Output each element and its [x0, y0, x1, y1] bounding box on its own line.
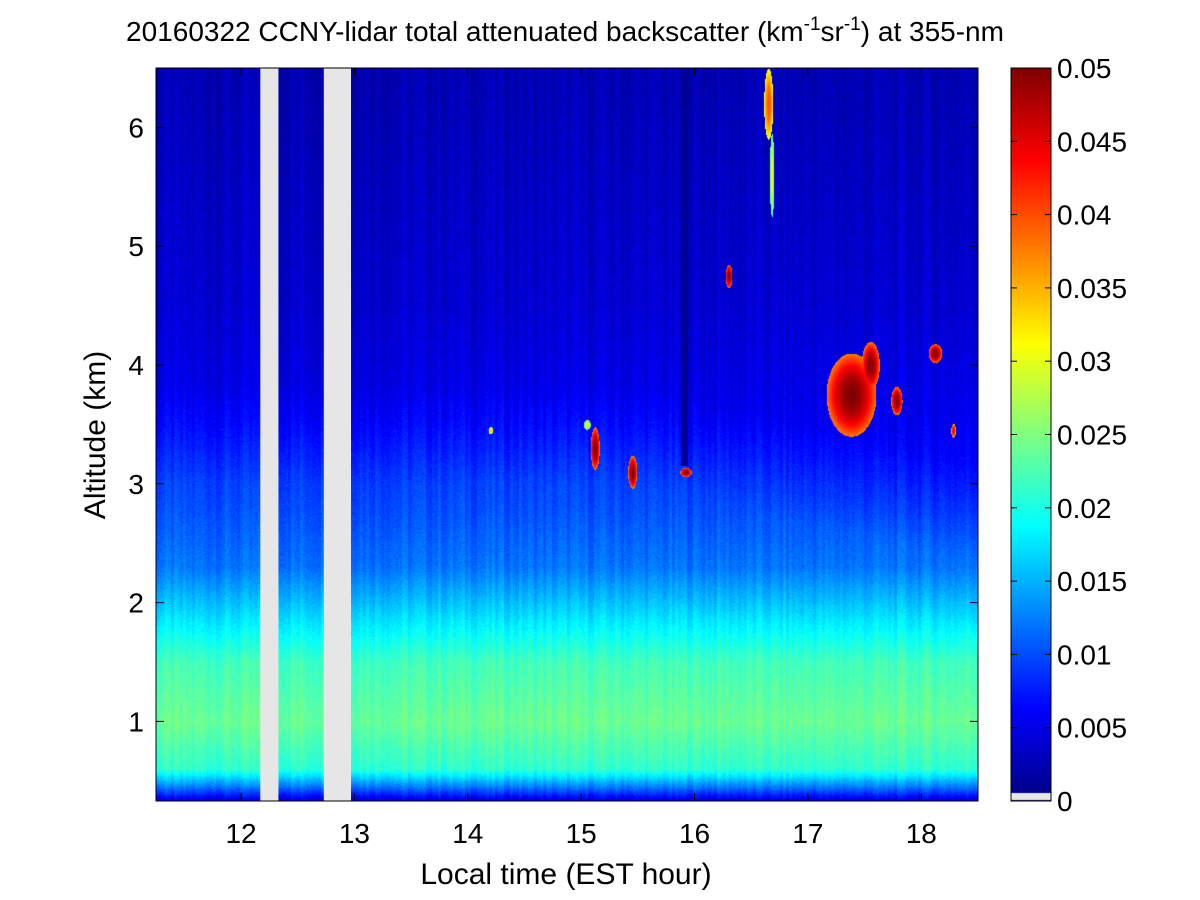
y-tick-label: 5: [128, 231, 144, 262]
x-axis-label: Local time (EST hour): [420, 858, 711, 891]
colorbar: 0 0.005 0.01 0.015 0.02 0.025 0.03 0.035 0.04 0.0…: [1010, 53, 1127, 817]
colorbar-tick-label: 0.035: [1057, 273, 1127, 304]
y-axis-label: Altitude (km): [79, 351, 112, 519]
title-suffix: ) at 355-nm: [861, 16, 1004, 47]
title-prefix: 20160322 CCNY-lidar total attenuated bac…: [126, 16, 804, 47]
y-tick-label: 4: [128, 350, 144, 381]
x-tick-label: 12: [225, 818, 256, 849]
colorbar-tick-label: 0.05: [1057, 53, 1112, 84]
colorbar-tick-label: 0.04: [1057, 200, 1112, 231]
colorbar-tick-label: 0.005: [1057, 713, 1127, 744]
colorbar-tick-label: 0.02: [1057, 493, 1112, 524]
colorbar-gradient: [1011, 68, 1051, 801]
colorbar-ticks: 0 0.005 0.01 0.015 0.02 0.025 0.03 0.035 0.04 0.0…: [1011, 53, 1127, 817]
title-mid: sr: [821, 16, 844, 47]
x-tick-label: 18: [906, 818, 937, 849]
plot-frame: [155, 67, 979, 802]
title-sup2: -1: [844, 14, 861, 35]
data-gap-1: [260, 68, 279, 801]
y-axis: 1 2 3 4 5 6: [128, 112, 978, 737]
x-tick-label: 17: [792, 818, 823, 849]
colorbar-tick-label: 0: [1057, 786, 1073, 817]
x-tick-label: 13: [339, 818, 370, 849]
y-tick-label: 2: [128, 588, 144, 619]
x-tick-label: 15: [566, 818, 597, 849]
title-sup1: -1: [804, 14, 821, 35]
colorbar-tick-label: 0.01: [1057, 639, 1112, 670]
x-tick-label: 14: [452, 818, 483, 849]
chart-title: 20160322 CCNY-lidar total attenuated bac…: [126, 14, 1004, 47]
colorbar-tick-label: 0.015: [1057, 566, 1127, 597]
heatmap-image: [156, 68, 978, 801]
y-tick-label: 1: [128, 706, 144, 737]
data-gap-layer: [260, 68, 352, 801]
colorbar-tick-label: 0.03: [1057, 346, 1112, 377]
x-axis: 12 13 14 15 16 17 18: [225, 68, 937, 849]
y-tick-label: 6: [128, 112, 144, 143]
data-gap-2: [323, 68, 352, 801]
colorbar-tick-label: 0.045: [1057, 126, 1127, 157]
plot-area: [156, 68, 978, 801]
y-tick-label: 3: [128, 469, 144, 500]
x-tick-label: 16: [679, 818, 710, 849]
colorbar-tick-label: 0.025: [1057, 420, 1127, 451]
